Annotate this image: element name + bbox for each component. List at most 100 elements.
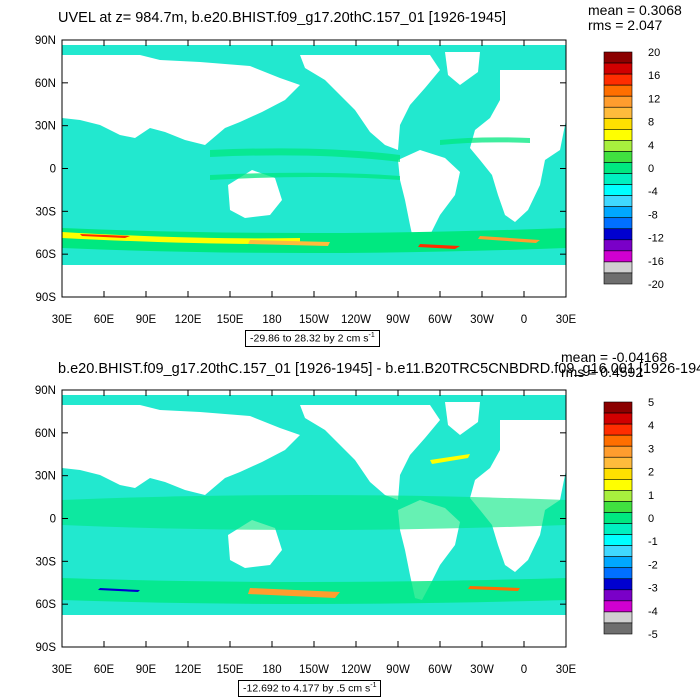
x-tick-label: 30W (470, 314, 494, 326)
y-tick-label: 90N (35, 385, 56, 397)
colorbar-swatch (603, 600, 633, 613)
colorbar-swatch (603, 51, 633, 64)
colorbar-swatch (603, 73, 633, 86)
mean-value: mean = 0.3068 (588, 2, 682, 18)
panel-bottom: b.e20.BHIST.f09_g17.20thC.157_01 [1926-1… (0, 350, 700, 700)
colorbar-swatch (603, 589, 633, 602)
colorbar-swatch (603, 206, 633, 219)
mean-value: mean = -0.04168 (561, 349, 668, 365)
colorbar-label: -16 (648, 256, 664, 268)
colorbar-swatch (603, 512, 633, 524)
colorbar-label: 2 (648, 467, 654, 479)
x-tick-label: 120E (175, 664, 202, 676)
colorbar-label: 0 (648, 513, 654, 525)
colorbar: 20 16 12 8 4 0 -4 -8 -12 -16 -20 (603, 47, 664, 291)
plot-title: UVEL at z= 984.7m, b.e20.BHIST.f09_g17.2… (58, 10, 507, 26)
colorbar-swatch (603, 84, 633, 97)
land-mask (62, 40, 566, 297)
colorbar-swatch (603, 151, 633, 163)
colorbar-label: 12 (648, 93, 660, 105)
colorbar-label: -12 (648, 233, 664, 245)
axis-ticks: 30E 60E 90E 120E 150E 180 150W 120W 90W 60W 30W 0 30… (35, 385, 577, 676)
colorbar-label: -4 (648, 186, 658, 198)
x-tick-label: 60W (428, 314, 452, 326)
colorbar-label: 16 (648, 70, 660, 82)
colorbar-label: -5 (648, 629, 658, 641)
x-tick-label: 90W (386, 664, 410, 676)
equatorial-bands (210, 137, 530, 180)
plot-title: b.e20.BHIST.f09_g17.20thC.157_01 [1926-1… (58, 361, 700, 377)
colorbar-swatch (603, 401, 633, 414)
rms-value: rms = 2.047 (588, 17, 663, 33)
colorbar-swatch (603, 195, 633, 207)
colorbar-label: 0 (648, 163, 654, 175)
y-tick-label: 30N (35, 121, 56, 133)
x-tick-label: 120W (341, 664, 371, 676)
x-tick-label: 120W (341, 314, 371, 326)
y-tick-label: 90S (36, 292, 57, 304)
y-tick-label: 90N (35, 35, 56, 47)
axis-ticks: 30E 60E 90E 120E 150E 180 150W 120W 90W 60W 30W 0 30… (35, 35, 577, 326)
colorbar-swatch (603, 445, 633, 458)
colorbar-swatch (603, 567, 633, 580)
colorbar-label: -8 (648, 209, 658, 221)
colorbar-swatch (603, 140, 633, 152)
colorbar-swatch (603, 501, 633, 513)
colorbar-swatch (603, 622, 633, 635)
map-plot: 30E 60E 90E 120E 150E 180 150W 120W 90W 60W 30W 0 30… (35, 385, 658, 676)
colorbar-swatch (603, 117, 633, 130)
y-tick-label: 30N (35, 471, 56, 483)
y-tick-label: 60N (35, 78, 56, 90)
x-tick-label: 90W (386, 314, 410, 326)
colorbar-swatch (603, 129, 633, 141)
y-tick-label: 0 (50, 514, 56, 526)
colorbar-swatch (603, 217, 633, 230)
y-tick-label: 60N (35, 428, 56, 440)
y-tick-label: 60S (36, 249, 57, 261)
x-tick-label: 90E (136, 314, 157, 326)
colorbar-label: -2 (648, 559, 658, 571)
colorbar-label: -4 (648, 606, 658, 618)
colorbar-swatch (603, 611, 633, 624)
colorbar-label: -1 (648, 536, 658, 548)
contour-range-label: -12.692 to 4.177 by .5 cm s-1 (238, 680, 382, 697)
southern-ocean-bands (62, 228, 566, 253)
colorbar-label: 4 (648, 140, 654, 152)
anomaly-bands (62, 454, 566, 604)
colorbar-label: -3 (648, 583, 658, 595)
panel-top: UVEL at z= 984.7m, b.e20.BHIST.f09_g17.2… (35, 3, 682, 347)
stats-block: mean = 0.3068 rms = 2.047 (588, 3, 682, 33)
colorbar-swatch (603, 545, 633, 557)
x-tick-label: 120E (175, 314, 202, 326)
y-tick-label: 0 (50, 164, 56, 176)
x-tick-label: 60E (94, 314, 115, 326)
colorbar-label: 4 (648, 420, 654, 432)
x-tick-label: 90E (136, 664, 157, 676)
x-tick-label: 150E (217, 664, 244, 676)
x-tick-label: 30E (556, 314, 577, 326)
colorbar-swatch (603, 467, 633, 480)
x-tick-label: 60E (94, 664, 115, 676)
colorbar-swatch (603, 479, 633, 491)
colorbar-swatch (603, 534, 633, 546)
x-tick-label: 180 (262, 664, 281, 676)
x-tick-label: 30E (556, 664, 577, 676)
x-tick-label: 150W (299, 664, 329, 676)
y-tick-label: 90S (36, 642, 57, 654)
colorbar-label: 1 (648, 490, 654, 502)
stats-block: mean = -0.04168 rms = 0.4592 (561, 350, 667, 380)
y-tick-label: 60S (36, 599, 57, 611)
colorbar-swatch (603, 578, 633, 591)
colorbar-swatch (603, 434, 633, 447)
colorbar-swatch (603, 162, 633, 174)
colorbar-swatch (603, 184, 633, 196)
colorbar-label: 5 (648, 397, 654, 409)
x-tick-label: 30W (470, 664, 494, 676)
colorbar-swatch (603, 250, 633, 263)
colorbar-swatch (603, 412, 633, 425)
colorbar-swatch (603, 423, 633, 436)
colorbar-swatch (603, 556, 633, 569)
colorbar-swatch (603, 523, 633, 535)
colorbar-label: 8 (648, 117, 654, 129)
colorbar-swatch (603, 490, 633, 502)
